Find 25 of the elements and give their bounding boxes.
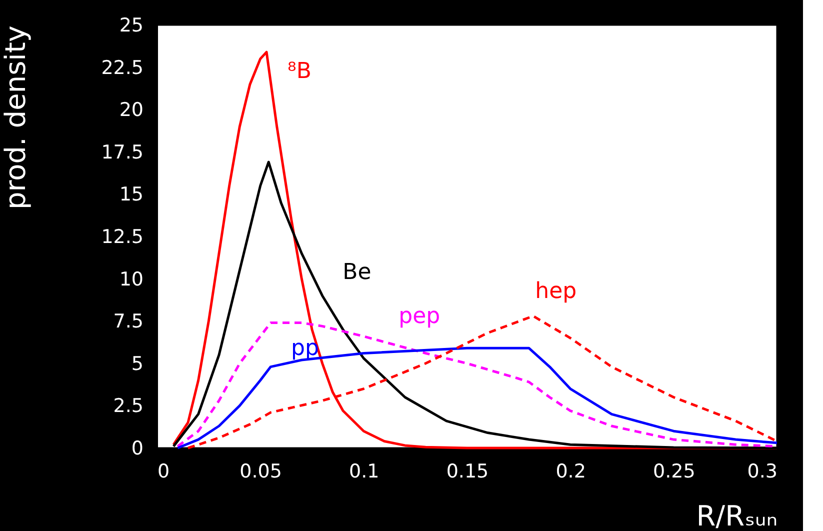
y-tick-label: 22.5 [101,56,144,79]
y-tick-label: 15 [119,184,144,206]
y-tick-label: 25 [119,14,144,36]
series-label: ⁸B [288,59,312,84]
x-tick-label: 0.15 [446,460,489,482]
x-tick-label: 0.3 [747,460,778,482]
x-tick-label: 0.2 [556,460,586,482]
y-tick-label: 17.5 [101,141,144,164]
y-axis-title: prod. density [0,26,32,210]
y-tick-label: 0 [131,438,144,460]
series-label: hep [535,279,577,304]
y-tick-label: 2.5 [113,395,144,418]
y-tick-label: 20 [119,99,144,122]
series-label: Be [342,260,372,286]
y-tick-label: 12.5 [101,226,144,248]
x-tick-label: 0.1 [349,460,380,482]
y-tick-label: 10 [119,268,144,290]
y-tick-label: 5 [131,352,144,375]
x-tick-label: 0 [158,460,170,482]
x-tick-label: 0.05 [240,460,282,482]
series-label: pep [398,304,440,329]
x-tick-label: 0.25 [653,460,696,482]
x-axis-title: R/Rₛᵤₙ [696,500,778,531]
series-label: pp [291,336,319,362]
y-tick-label: 7.5 [113,310,144,333]
